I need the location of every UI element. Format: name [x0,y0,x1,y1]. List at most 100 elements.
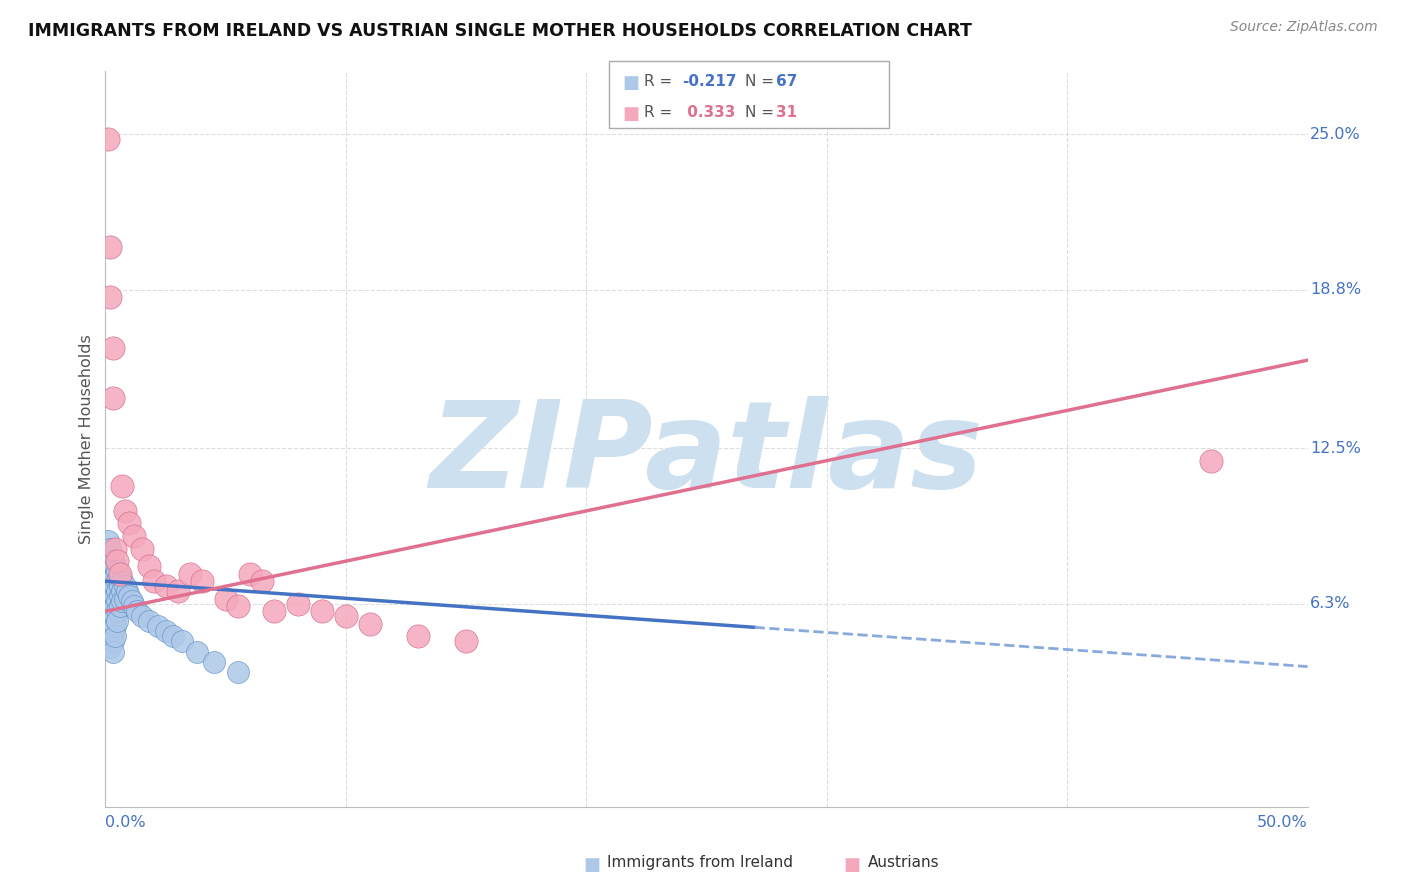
Point [98,290,121,304]
Point [101,564,124,578]
Point [1201,453,1223,467]
Point [107,584,129,599]
Point [155,579,177,593]
Point [101,594,124,608]
Text: IMMIGRANTS FROM IRELAND VS AUSTRIAN SINGLE MOTHER HOUSEHOLDS CORRELATION CHART: IMMIGRANTS FROM IRELAND VS AUSTRIAN SING… [28,22,972,40]
Point [226,599,249,614]
Point [107,615,129,629]
Point [97,574,120,589]
Text: 50.0%: 50.0% [1257,814,1308,830]
Point [148,619,170,633]
Point [111,574,134,589]
Point [108,599,131,614]
Point [101,584,124,599]
Point [107,554,129,568]
Point [98,609,121,624]
Point [98,640,121,654]
Point [104,559,127,574]
Point [138,559,160,574]
Point [101,554,124,568]
Point [454,634,477,648]
Point [131,609,153,624]
Point [98,619,121,633]
Text: 0.0%: 0.0% [105,814,146,830]
Text: ■: ■ [844,856,860,874]
Point [98,541,121,556]
Point [118,516,141,531]
Text: Immigrants from Ireland: Immigrants from Ireland [607,855,793,870]
Text: Austrians: Austrians [868,855,939,870]
Text: Source: ZipAtlas.com: Source: ZipAtlas.com [1230,20,1378,34]
Point [97,549,120,563]
Point [101,644,124,658]
Point [250,574,273,589]
Point [108,569,131,583]
Point [172,634,194,648]
Point [107,574,129,589]
Text: -0.217: -0.217 [682,74,737,89]
Point [101,391,124,405]
Point [101,634,124,648]
Text: N =: N = [745,105,779,120]
Point [97,594,120,608]
Point [114,504,136,518]
Point [98,566,121,581]
Point [138,615,160,629]
Point [359,616,381,631]
Point [107,594,129,608]
Text: ZIPatlas: ZIPatlas [429,395,984,513]
Text: R =: R = [644,105,678,120]
Point [107,604,129,618]
Text: R =: R = [644,74,678,89]
Point [98,554,121,568]
Point [111,584,134,599]
Point [104,599,127,614]
Point [124,529,146,543]
Point [104,630,127,644]
Point [104,609,127,624]
Point [190,574,212,589]
Point [101,574,124,589]
Point [104,589,127,603]
Text: ■: ■ [583,856,600,874]
Y-axis label: Single Mother Households: Single Mother Households [79,334,94,544]
Point [104,541,127,556]
Point [97,630,120,644]
Point [98,240,121,254]
Point [111,479,134,493]
Text: 12.5%: 12.5% [1310,441,1361,456]
Text: 18.8%: 18.8% [1310,283,1361,297]
Point [214,591,236,606]
Point [97,534,120,549]
Point [118,589,141,603]
Text: N =: N = [745,74,779,89]
Point [97,559,120,574]
Point [104,579,127,593]
Point [98,599,121,614]
Point [131,541,153,556]
Point [155,624,177,639]
Point [142,574,165,589]
Point [335,609,357,624]
Point [97,132,120,146]
Point [202,655,225,669]
Point [101,624,124,639]
Point [94,566,117,581]
Point [121,594,143,608]
Point [101,341,124,355]
Text: 25.0%: 25.0% [1310,127,1361,142]
Point [263,604,285,618]
Point [98,630,121,644]
Point [104,569,127,583]
Text: 31: 31 [776,105,797,120]
Text: 0.333: 0.333 [682,105,735,120]
Point [97,604,120,618]
Point [114,579,136,593]
Point [108,579,131,593]
Point [226,665,249,679]
Point [104,619,127,633]
Point [162,630,184,644]
Point [406,630,429,644]
Point [115,584,138,599]
Point [101,604,124,618]
